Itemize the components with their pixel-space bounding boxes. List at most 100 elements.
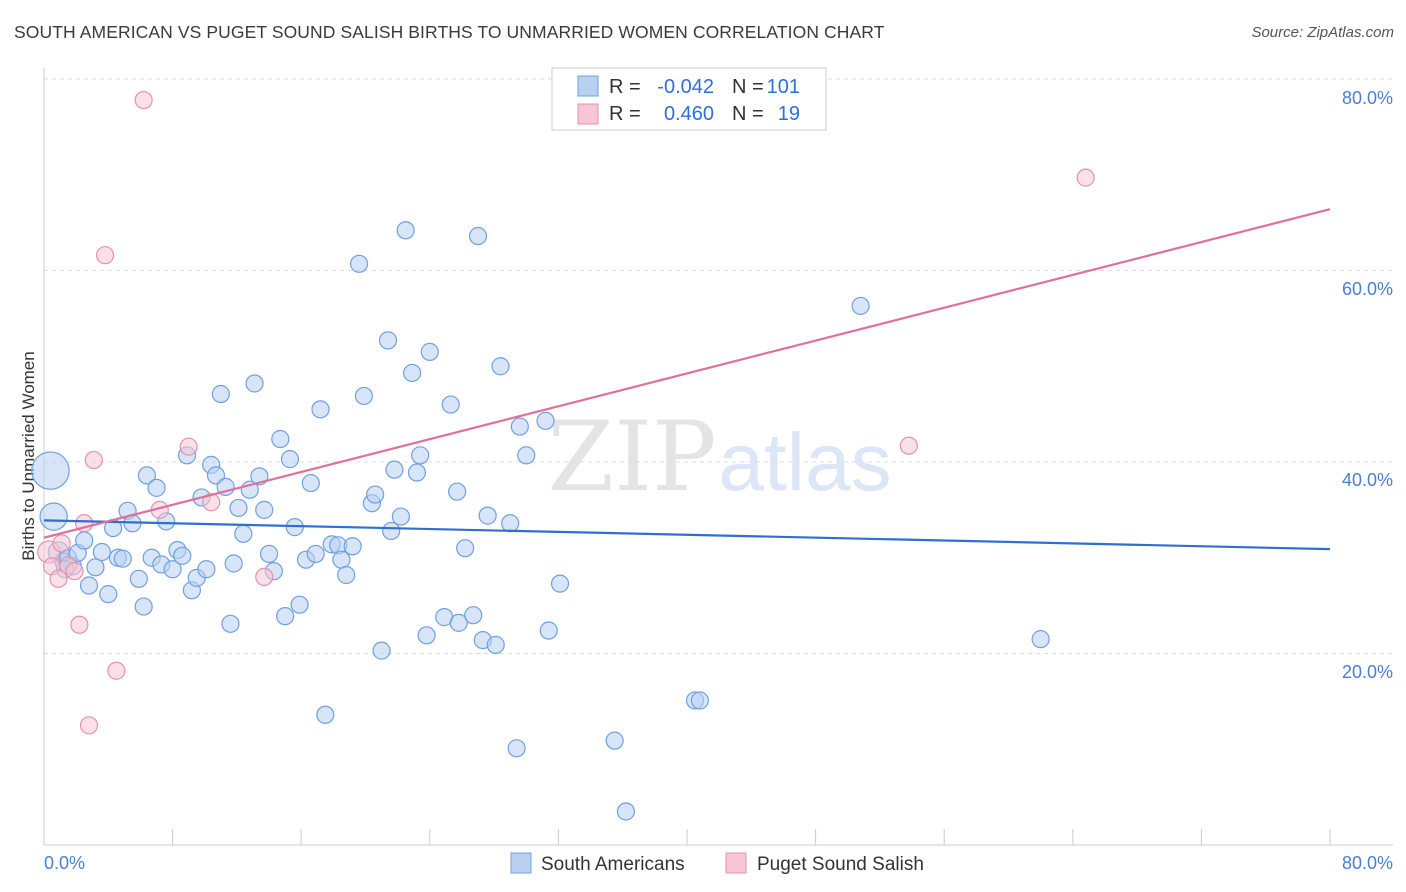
point-south-americans-74 xyxy=(417,626,436,645)
y-tick-label-40: 40.0% xyxy=(1342,470,1393,490)
point-south-americans-59 xyxy=(337,565,356,585)
point-south-americans-61 xyxy=(349,254,369,273)
point-south-americans-78 xyxy=(448,482,467,501)
legend-n-value-2: 19 xyxy=(778,103,800,125)
point-south-americans-80 xyxy=(456,539,475,558)
point-south-americans-44 xyxy=(259,544,279,564)
point-south-americans-50 xyxy=(290,595,309,614)
point-south-americans-82 xyxy=(468,226,488,246)
point-south-americans-43 xyxy=(255,500,274,519)
point-south-americans-70 xyxy=(396,221,415,240)
point-south-americans-86 xyxy=(491,357,510,376)
y-tick-label-60: 60.0% xyxy=(1342,279,1393,299)
point-south-americans-90 xyxy=(517,446,536,465)
series-legend-swatch-puget-sound-salish xyxy=(725,852,747,874)
point-south-americans-9 xyxy=(86,558,105,577)
point-south-americans-77 xyxy=(441,395,460,414)
point-puget-sound-salish-15 xyxy=(202,493,221,512)
point-south-americans-72 xyxy=(407,463,427,482)
point-puget-sound-salish-3 xyxy=(52,534,71,553)
data-points xyxy=(31,90,1095,821)
legend-r-value-1: -0.042 xyxy=(657,76,714,98)
point-south-americans-10 xyxy=(92,542,111,562)
watermark-zip: ZIP xyxy=(547,401,716,513)
point-south-americans-95 xyxy=(616,802,636,821)
point-south-americans-18 xyxy=(134,597,153,616)
point-south-americans-58 xyxy=(332,550,351,569)
point-south-americans-47 xyxy=(276,607,295,626)
point-south-americans-60 xyxy=(343,537,362,556)
x-tick-label-min: 0.0% xyxy=(44,853,85,873)
x-tick-label-max: 80.0% xyxy=(1342,853,1393,873)
point-south-americans-17 xyxy=(129,569,148,588)
y-axis-label: Births to Unmarried Women xyxy=(19,351,38,560)
point-puget-sound-salish-11 xyxy=(107,661,126,680)
point-puget-sound-salish-12 xyxy=(134,90,153,110)
point-south-americans-26 xyxy=(173,546,192,565)
y-tick-label-80: 80.0% xyxy=(1342,88,1393,108)
point-south-americans-14 xyxy=(113,549,132,568)
point-south-americans-34 xyxy=(211,384,230,404)
point-puget-sound-salish-5 xyxy=(65,562,84,581)
point-south-americans-48 xyxy=(280,450,300,469)
point-puget-sound-salish-16 xyxy=(255,567,274,587)
chart-source: Source: ZipAtlas.com xyxy=(1251,24,1394,41)
point-south-americans-24 xyxy=(163,560,182,579)
series-legend-label-puget-sound-salish: Puget Sound Salish xyxy=(757,854,924,875)
point-puget-sound-salish-8 xyxy=(79,716,99,735)
point-south-americans-19 xyxy=(137,466,156,485)
point-south-americans-38 xyxy=(229,498,248,518)
point-south-americans-99 xyxy=(1031,630,1050,649)
point-south-americans-41 xyxy=(245,374,264,393)
point-south-americans-37 xyxy=(224,554,243,573)
point-south-americans-91 xyxy=(536,411,555,430)
point-puget-sound-salish-17 xyxy=(899,436,918,455)
point-south-americans-75 xyxy=(420,342,439,361)
point-south-americans-88 xyxy=(507,739,526,758)
point-south-americans-67 xyxy=(382,521,401,541)
point-south-americans-97 xyxy=(690,691,709,710)
point-south-americans-94 xyxy=(605,731,624,750)
trend-lines xyxy=(43,208,1331,551)
point-south-americans-0 xyxy=(31,451,70,490)
series-legend: South Americans Puget Sound Salish xyxy=(510,852,924,875)
series-legend-label-south-americans: South Americans xyxy=(541,854,685,875)
point-south-americans-73 xyxy=(411,446,430,465)
correlation-legend: R = -0.042 N = 101 R = 0.460 N = 19 xyxy=(551,67,827,131)
point-south-americans-21 xyxy=(147,478,166,497)
point-south-americans-11 xyxy=(99,585,118,604)
point-puget-sound-salish-9 xyxy=(84,450,103,470)
legend-swatch-blue xyxy=(577,75,599,97)
legend-r-label-1: R = xyxy=(609,76,641,98)
point-puget-sound-salish-6 xyxy=(70,615,89,634)
point-south-americans-84 xyxy=(478,506,497,525)
point-south-americans-71 xyxy=(403,363,422,383)
point-south-americans-54 xyxy=(311,400,330,419)
point-south-americans-36 xyxy=(221,614,240,633)
trend-line-south-americans xyxy=(43,519,1331,551)
point-south-americans-53 xyxy=(306,544,325,564)
legend-r-label-2: R = xyxy=(609,103,641,125)
legend-n-value-1: 101 xyxy=(767,76,800,98)
point-south-americans-55 xyxy=(316,705,335,724)
point-south-americans-93 xyxy=(550,574,570,593)
legend-n-label-2: N = xyxy=(732,103,764,125)
point-south-americans-8 xyxy=(79,576,99,595)
point-puget-sound-salish-2 xyxy=(49,569,68,588)
point-south-americans-89 xyxy=(510,417,529,436)
chart-title: SOUTH AMERICAN VS PUGET SOUND SALISH BIR… xyxy=(14,22,885,42)
point-south-americans-87 xyxy=(501,514,520,533)
point-puget-sound-salish-14 xyxy=(179,437,198,456)
point-south-americans-64 xyxy=(366,485,385,504)
legend-swatch-pink xyxy=(577,103,599,125)
point-south-americans-1 xyxy=(39,502,68,531)
y-tick-label-20: 20.0% xyxy=(1342,662,1393,682)
point-puget-sound-salish-10 xyxy=(95,246,115,265)
point-south-americans-66 xyxy=(378,331,398,350)
point-south-americans-31 xyxy=(197,560,216,579)
point-south-americans-98 xyxy=(851,296,870,316)
series-legend-swatch-south-americans xyxy=(510,852,532,874)
point-south-americans-7 xyxy=(75,531,94,550)
legend-n-label-1: N = xyxy=(732,76,764,98)
point-south-americans-69 xyxy=(391,507,410,526)
